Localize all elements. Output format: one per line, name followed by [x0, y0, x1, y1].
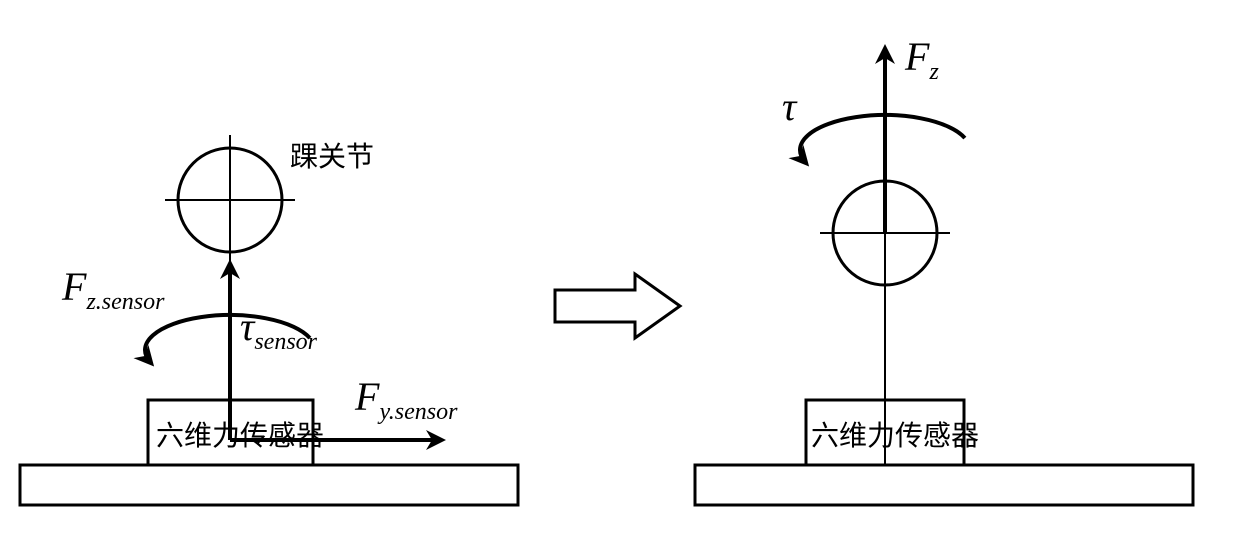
- diagram-canvas: 六维力传感器 踝关节 Fz.sensor Fy.sensor τsensor 六维力传感器…: [0, 0, 1240, 550]
- transition-arrow: [555, 274, 680, 338]
- left-fz-label: Fz.sensor: [61, 264, 165, 315]
- left-fy-label: Fy.sensor: [354, 374, 458, 425]
- right-torque-arc: [800, 115, 965, 162]
- right-sensor-label: 六维力传感器: [811, 420, 979, 452]
- right-torque-label: τ: [782, 84, 798, 129]
- left-ankle-label: 踝关节: [290, 141, 374, 173]
- right-foot-plate: [695, 465, 1193, 505]
- right-fz-label: Fz: [904, 34, 939, 85]
- left-sensor-label: 六维力传感器: [156, 420, 324, 452]
- left-torque-label: τsensor: [240, 304, 318, 355]
- left-foot-plate: [20, 465, 518, 505]
